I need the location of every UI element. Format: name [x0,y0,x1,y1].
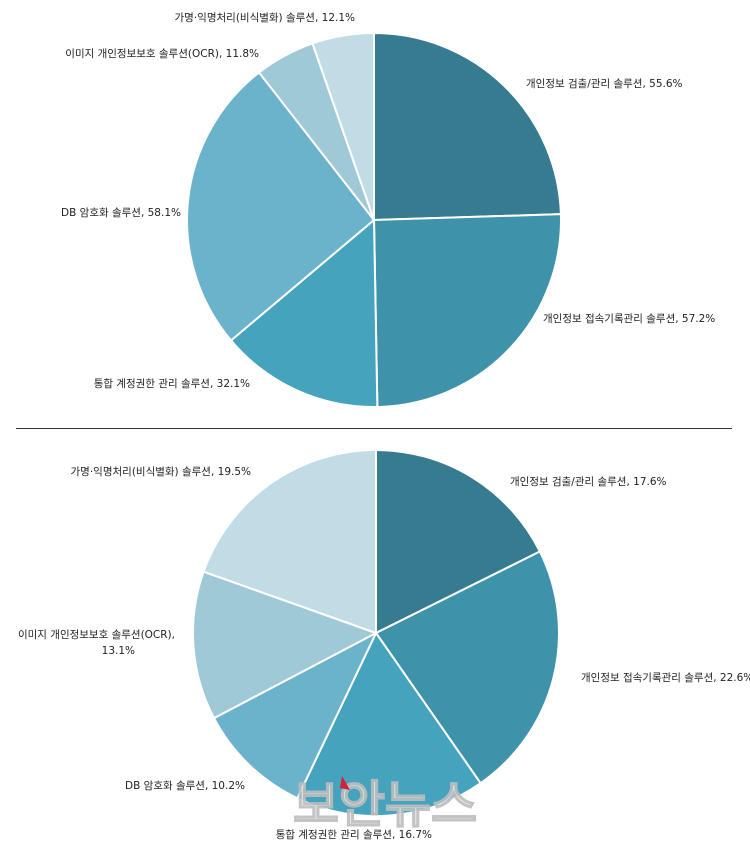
slice-label: 이미지 개인정보보호 솔루션(OCR), 13.1% [18,629,175,657]
pie-slice [375,448,542,635]
slice-label: 가명·익명처리(비식별화) 솔루션, 12.1% [175,12,356,24]
pie-slice [229,217,379,408]
pie-slice [373,31,562,222]
pie-slice [296,631,482,817]
slice-label: 이미지 개인정보보호 솔루션(OCR), 11.8% [65,48,259,60]
pie-chart-bottom: 개인정보 검출/관리 솔루션, 17.6% 개인정보 접속기록관리 솔루션, 22… [18,448,750,841]
pie-slice [372,213,562,408]
pie-chart-top: 개인정보 검출/관리 솔루션, 55.6% 개인정보 접속기록관리 솔루션, 57… [61,12,715,408]
slice-label: 개인정보 검출/관리 솔루션, 17.6% [510,476,667,488]
slice-label: 통합 계정권한 관리 솔루션, 32.1% [94,378,250,390]
watermark-logo: 보안뉴스 [270,770,500,840]
slice-label: 개인정보 검출/관리 솔루션, 55.6% [526,78,683,90]
watermark-text: 보안뉴스 [293,776,477,834]
watermark-accent-icon [340,776,350,790]
slice-label: 개인정보 접속기록관리 솔루션, 22.6% [581,672,750,684]
chart-divider [16,428,732,429]
pie-slice [311,31,375,221]
slice-label: 개인정보 접속기록관리 솔루션, 57.2% [543,313,715,325]
pie-slice [186,71,376,342]
pie-slice [212,630,379,800]
pie-slice [374,550,560,785]
slice-label: DB 암호화 솔루션, 58.1% [61,207,181,219]
slice-label: 통합 계정권한 관리 솔루션, 16.7% [276,829,432,841]
slice-label: DB 암호화 솔루션, 10.2% [125,780,245,792]
slice-label: 가명·익명처리(비식별화) 솔루션, 19.5% [71,466,252,478]
pie-slice [192,570,379,720]
pie-slice [202,448,377,635]
